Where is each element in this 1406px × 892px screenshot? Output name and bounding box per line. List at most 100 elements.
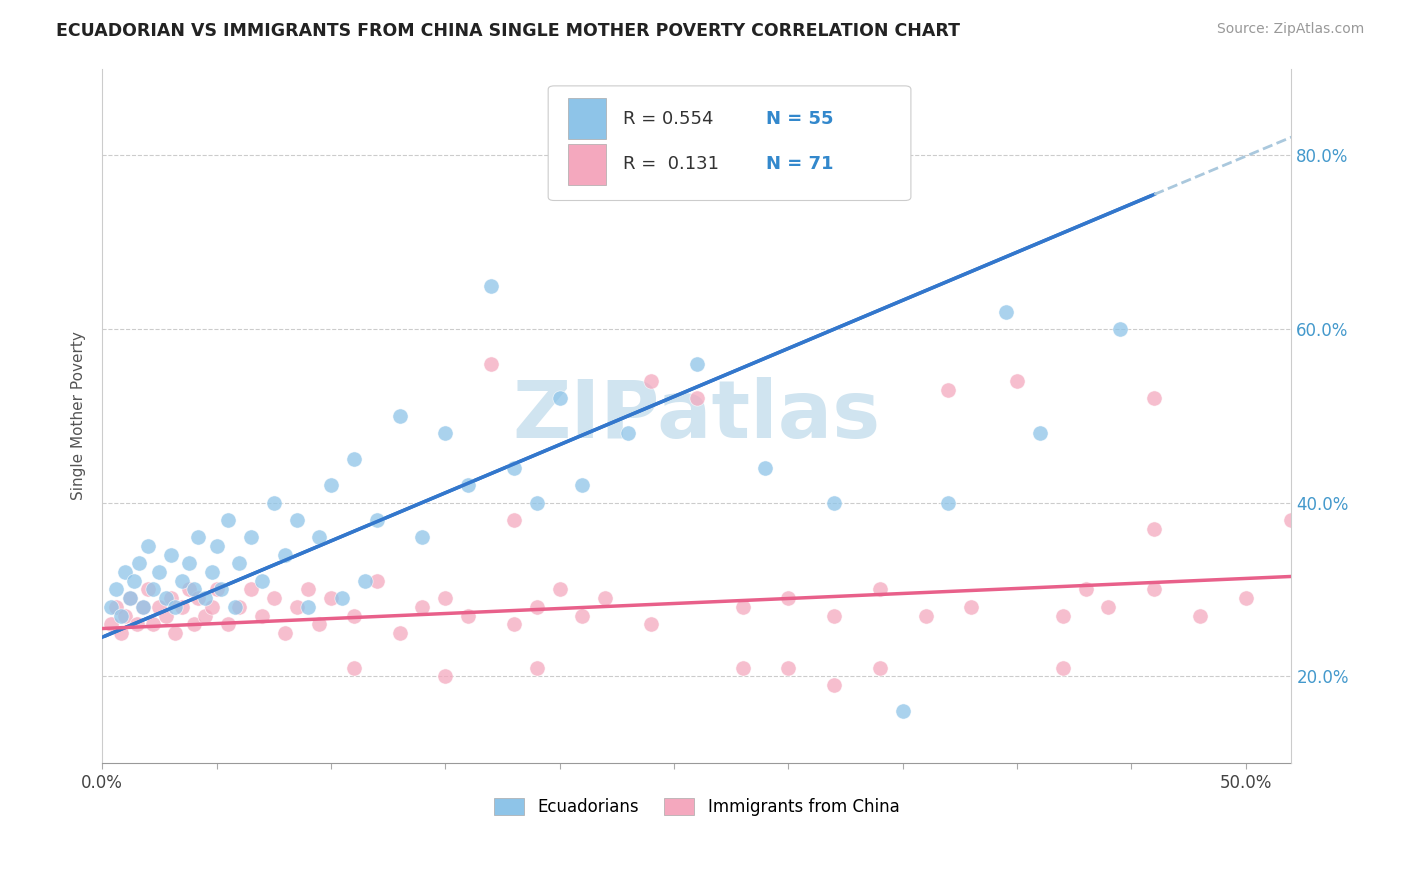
Point [183,582,205,597]
Point [366,574,388,588]
Point [217,513,239,527]
Point [179,582,201,597]
Point [308,617,330,632]
Point [823,678,845,692]
Point [118,591,141,606]
Point [263,496,285,510]
Point [938,383,960,397]
Point [388,409,411,423]
Point [479,357,502,371]
Point [778,660,800,674]
Point [366,513,388,527]
Point [640,617,662,632]
Point [100,599,122,614]
Point [155,608,177,623]
Point [172,574,194,588]
Text: ECUADORIAN VS IMMIGRANTS FROM CHINA SINGLE MOTHER POVERTY CORRELATION CHART: ECUADORIAN VS IMMIGRANTS FROM CHINA SING… [56,22,960,40]
Bar [568,145,606,185]
Text: ZIPatlas: ZIPatlas [513,376,882,455]
Point [1188,608,1211,623]
Point [502,461,524,475]
Point [319,478,342,492]
Point [891,704,914,718]
Point [595,591,617,606]
Point [252,574,274,588]
Point [1052,608,1074,623]
Point [434,426,457,441]
Point [869,582,891,597]
Point [224,599,246,614]
Point [343,608,366,623]
Point [1074,582,1097,597]
Point [411,599,433,614]
Point [205,539,228,553]
Point [194,608,217,623]
Point [110,608,132,623]
Point [179,557,201,571]
Text: N = 55: N = 55 [766,110,834,128]
Point [201,599,224,614]
Point [960,599,983,614]
Y-axis label: Single Mother Poverty: Single Mother Poverty [72,332,86,500]
Point [823,608,845,623]
Point [1143,582,1166,597]
Point [526,660,548,674]
Point [526,599,548,614]
Point [548,392,571,406]
Point [571,478,593,492]
Point [159,591,181,606]
Point [1029,426,1052,441]
Point [285,599,308,614]
Point [1097,599,1119,614]
Point [118,591,141,606]
Point [754,461,776,475]
Point [823,496,845,510]
Point [263,591,285,606]
Point [457,478,479,492]
Point [172,599,194,614]
Point [110,626,132,640]
Point [165,626,187,640]
Point [104,582,127,597]
Point [187,591,209,606]
Point [330,591,353,606]
Point [132,599,155,614]
Point [228,599,250,614]
Point [148,565,170,579]
Point [308,530,330,544]
Point [869,660,891,674]
Point [1005,374,1028,388]
Point [141,617,163,632]
Point [343,660,366,674]
Point [686,357,709,371]
Point [434,669,457,683]
Text: R = 0.554: R = 0.554 [623,110,714,128]
Point [114,608,136,623]
Point [1143,392,1166,406]
Point [228,557,250,571]
Point [252,608,274,623]
Bar [568,98,606,138]
Point [148,599,170,614]
Point [100,617,122,632]
Point [640,374,662,388]
Point [479,278,502,293]
Point [1143,522,1166,536]
FancyBboxPatch shape [548,86,911,201]
Point [617,426,640,441]
Point [1109,322,1132,336]
Point [165,599,187,614]
Point [434,591,457,606]
Point [183,617,205,632]
Point [457,608,479,623]
Point [274,548,297,562]
Point [548,582,571,597]
Point [205,582,228,597]
Point [1281,513,1303,527]
Point [502,617,524,632]
Point [388,626,411,640]
Point [285,513,308,527]
Point [319,591,342,606]
Point [778,591,800,606]
Point [239,582,262,597]
